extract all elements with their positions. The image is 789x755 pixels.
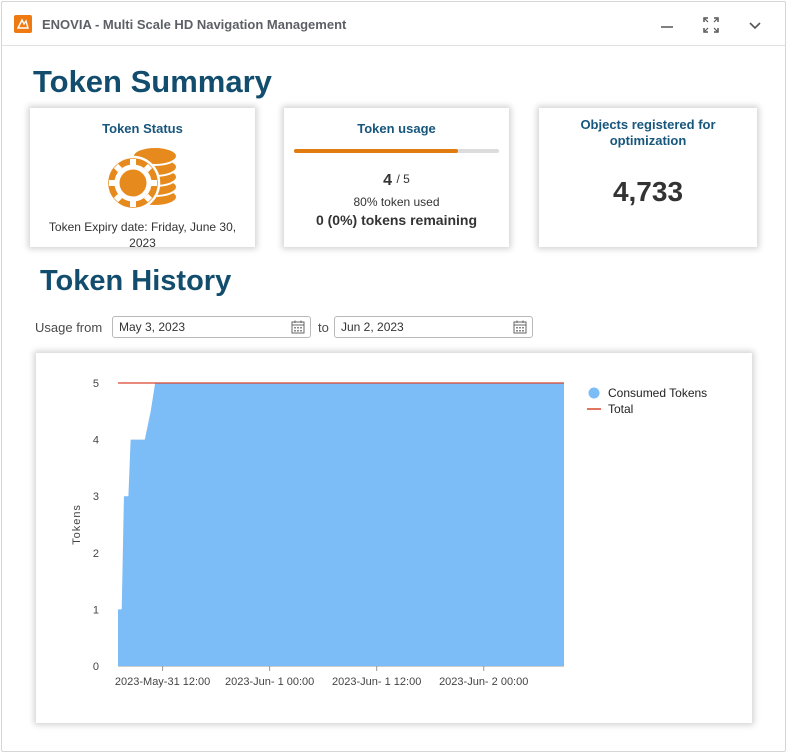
token-expiry-text: Token Expiry date: Friday, June 30, 2023 <box>48 220 237 250</box>
objects-registered-title: Objects registered for optimization <box>580 117 716 148</box>
usage-from-label: Usage from <box>35 320 103 335</box>
x-tick-label: 2023-May-31 12:00 <box>115 676 210 688</box>
token-history-chart-panel: 0 1 2 3 4 5 2023-May-31 12:00 2023-Jun- 1 00:00… <box>36 353 752 723</box>
legend-marker-consumed-tokens <box>588 387 600 399</box>
x-tick-label: 2023-Jun- 1 12:00 <box>332 676 421 688</box>
x-tick-label: 2023-Jun- 2 00:00 <box>439 676 528 688</box>
to-date-input[interactable] <box>341 320 501 334</box>
window-title: ENOVIA - Multi Scale HD Navigation Manag… <box>42 17 347 32</box>
minimize-button[interactable] <box>656 14 678 36</box>
token-history-chart: 0 1 2 3 4 5 2023-May-31 12:00 2023-Jun- 1 00:00… <box>71 378 707 688</box>
token-usage-card: Token usage 4 / 5 80% token used 0 (0%) … <box>284 108 509 247</box>
chevron-down-icon <box>749 22 761 30</box>
token-usage-progress-fill <box>294 149 458 153</box>
calendar-icon[interactable] <box>513 320 527 334</box>
token-status-card: Token Status Token Expiry d <box>30 108 255 250</box>
maximize-icon <box>703 17 719 33</box>
y-tick-label: 0 <box>93 661 99 673</box>
tokens-remaining: 0 (0%) tokens remaining <box>315 212 478 228</box>
objects-registered-card: Objects registered for optimization 4,73… <box>539 108 757 247</box>
token-history-heading: Token History <box>40 265 232 297</box>
title-bar: ENOVIA - Multi Scale HD Navigation Manag… <box>2 2 785 46</box>
y-tick-label: 4 <box>93 435 99 447</box>
legend-label: Consumed Tokens <box>608 386 707 400</box>
token-coins-icon <box>106 146 178 211</box>
minimize-icon <box>661 26 673 28</box>
objects-registered-value: 4,733 <box>612 176 684 207</box>
token-usage-progress-bar <box>294 149 499 153</box>
to-date-field[interactable] <box>334 316 533 338</box>
from-date-field[interactable] <box>112 316 311 338</box>
calendar-icon[interactable] <box>291 320 305 334</box>
token-summary-heading: Token Summary <box>33 64 272 99</box>
3ds-logo-icon <box>14 15 32 33</box>
series-area-consumed-tokens <box>118 383 564 666</box>
tokens-total-value: / 5 <box>396 172 410 186</box>
legend-label: Total <box>608 402 633 416</box>
maximize-button[interactable] <box>700 14 722 36</box>
y-tick-label: 3 <box>93 491 99 503</box>
token-usage-title: Token usage <box>357 121 436 136</box>
y-tick-label: 5 <box>93 378 99 390</box>
to-label: to <box>318 320 329 335</box>
from-date-input[interactable] <box>119 320 279 334</box>
token-status-title: Token Status <box>102 121 183 136</box>
y-tick-label: 2 <box>93 548 99 560</box>
tokens-used-value: 4 <box>383 172 393 189</box>
token-used-percent: 80% token used <box>353 195 440 209</box>
x-tick-label: 2023-Jun- 1 00:00 <box>225 676 314 688</box>
y-tick-label: 1 <box>93 604 99 616</box>
token-count: 4 / 5 <box>284 172 509 190</box>
collapse-button[interactable] <box>744 14 766 36</box>
y-axis-label: Tokens <box>71 504 83 545</box>
